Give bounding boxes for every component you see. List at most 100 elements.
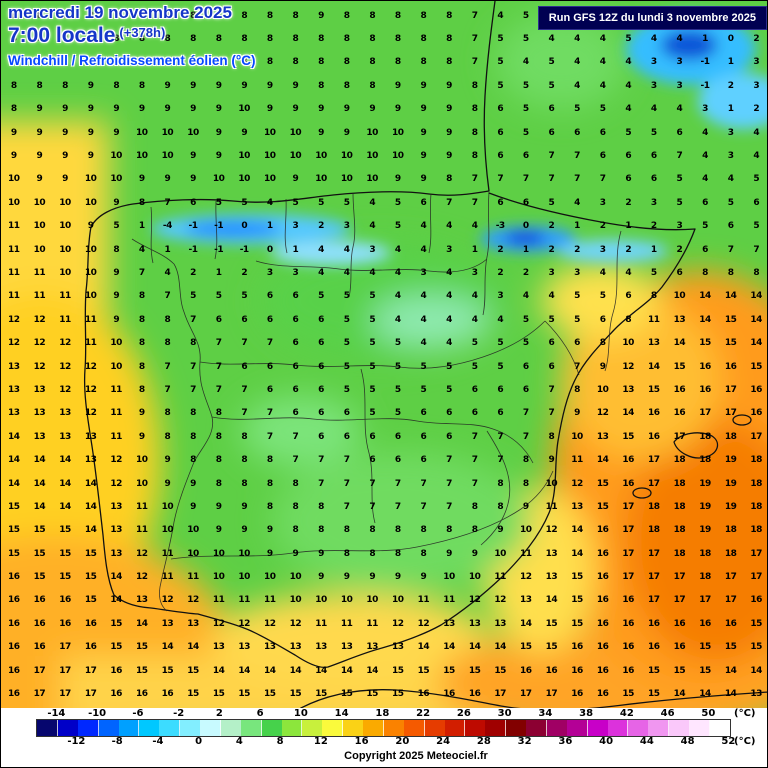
grid-value: 8	[394, 10, 401, 21]
grid-value: 14	[724, 689, 737, 700]
grid-value: 0	[266, 244, 273, 255]
grid-value: 9	[266, 80, 273, 91]
grid-value: 7	[446, 501, 452, 512]
grid-value: 3	[727, 151, 734, 162]
scale-bottom-labels: -12 -8 -4 0 4 8 12 16 20 24 28 32 36 40 44 48 52	[56, 736, 749, 747]
grid-value: 2	[190, 267, 196, 278]
grid-value: 11	[33, 267, 46, 278]
grid-value: 11	[8, 221, 20, 232]
grid-value: 9	[36, 127, 43, 138]
grid-value: 11	[417, 595, 430, 606]
grid-value: 8	[87, 10, 94, 21]
grid-value: 12	[571, 478, 583, 489]
scale-label: 46	[660, 708, 675, 719]
grid-value: 11	[571, 455, 583, 466]
scale-color-cell	[403, 720, 425, 736]
grid-value: -1	[239, 244, 249, 255]
grid-value: 6	[292, 384, 299, 395]
grid-value: 9	[446, 548, 452, 559]
grid-value: 7	[599, 174, 606, 185]
grid-value: 11	[187, 572, 199, 583]
grid-value: 10	[596, 384, 609, 395]
grid-value: 4	[676, 104, 683, 115]
grid-value: 13	[84, 455, 97, 466]
grid-value: 15	[750, 618, 762, 629]
grid-value: 12	[84, 361, 97, 372]
grid-value: 14	[212, 665, 225, 676]
grid-value: 8	[343, 34, 350, 45]
grid-value: 6	[318, 314, 324, 325]
grid-value: 12	[289, 618, 302, 629]
grid-value: 16	[59, 595, 71, 606]
grid-value: 9	[190, 104, 196, 115]
grid-value: 17	[648, 548, 660, 559]
grid-value: 8	[36, 80, 43, 91]
grid-value: 14	[238, 665, 250, 676]
grid-value: 13	[8, 408, 20, 419]
grid-value: 17	[622, 525, 634, 536]
grid-value: 10	[443, 572, 455, 583]
grid-value: 7	[420, 501, 427, 512]
grid-value: 7	[318, 455, 324, 466]
scale-color-cell	[628, 720, 649, 736]
grid-value: 9	[548, 455, 555, 466]
grid-value: 11	[648, 314, 660, 325]
grid-value: 6	[420, 455, 427, 466]
grid-value: 18	[724, 525, 737, 536]
grid-value: 8	[164, 57, 171, 68]
grid-value: 18	[699, 455, 711, 466]
grid-value: 14	[289, 665, 302, 676]
grid-value: 7	[471, 34, 478, 45]
grid-value: 9	[574, 408, 580, 419]
grid-value: 8	[10, 104, 17, 115]
grid-value: 4	[446, 291, 452, 302]
grid-value: 6	[625, 174, 632, 185]
grid-value: 2	[599, 221, 606, 232]
grid-value: 5	[497, 361, 504, 372]
grid-value: 8	[87, 34, 94, 45]
grid-value: 9	[10, 151, 17, 162]
grid-value: 8	[215, 431, 222, 442]
color-scale-bar	[36, 719, 731, 737]
grid-value: 5	[753, 174, 760, 185]
grid-value: 7	[164, 384, 171, 395]
grid-value: 3	[574, 267, 580, 278]
grid-value: 6	[215, 314, 222, 325]
scale-color-cell	[689, 720, 710, 736]
grid-value: 4	[625, 57, 632, 68]
grid-value: 7	[241, 384, 248, 395]
scale-label: 10	[293, 708, 308, 719]
grid-value: 8	[471, 104, 478, 115]
grid-value: 8	[574, 384, 580, 395]
grid-value: 8	[36, 34, 43, 45]
grid-value: 13	[673, 314, 686, 325]
grid-value: 10	[264, 151, 276, 162]
grid-value: 16	[59, 618, 71, 629]
grid-value: 4	[164, 267, 171, 278]
grid-value: 8	[420, 34, 427, 45]
grid-value: 18	[673, 455, 686, 466]
grid-value: 2	[497, 244, 504, 255]
grid-value: 5	[446, 384, 452, 395]
grid-value: 10	[238, 174, 250, 185]
grid-value: 8	[420, 57, 427, 68]
grid-value: 15	[699, 665, 711, 676]
grid-value: 6	[446, 408, 452, 419]
grid-value: 10	[110, 151, 122, 162]
grid-value: 13	[84, 431, 97, 442]
grid-value: 18	[648, 501, 660, 512]
grid-value: 17	[622, 572, 634, 583]
grid-value: 18	[750, 455, 762, 466]
grid-value: 7	[266, 338, 273, 349]
grid-value: 5	[548, 314, 555, 325]
grid-value: 16	[571, 689, 583, 700]
grid-value: 8	[215, 57, 222, 68]
grid-value: 9	[497, 525, 504, 536]
grid-value: 6	[650, 174, 657, 185]
grid-value: 14	[673, 338, 686, 349]
grid-value: 5	[522, 34, 529, 45]
grid-value: 7	[574, 174, 580, 185]
grid-value: 5	[497, 338, 504, 349]
grid-value: 8	[113, 80, 120, 91]
grid-value: 18	[724, 431, 737, 442]
